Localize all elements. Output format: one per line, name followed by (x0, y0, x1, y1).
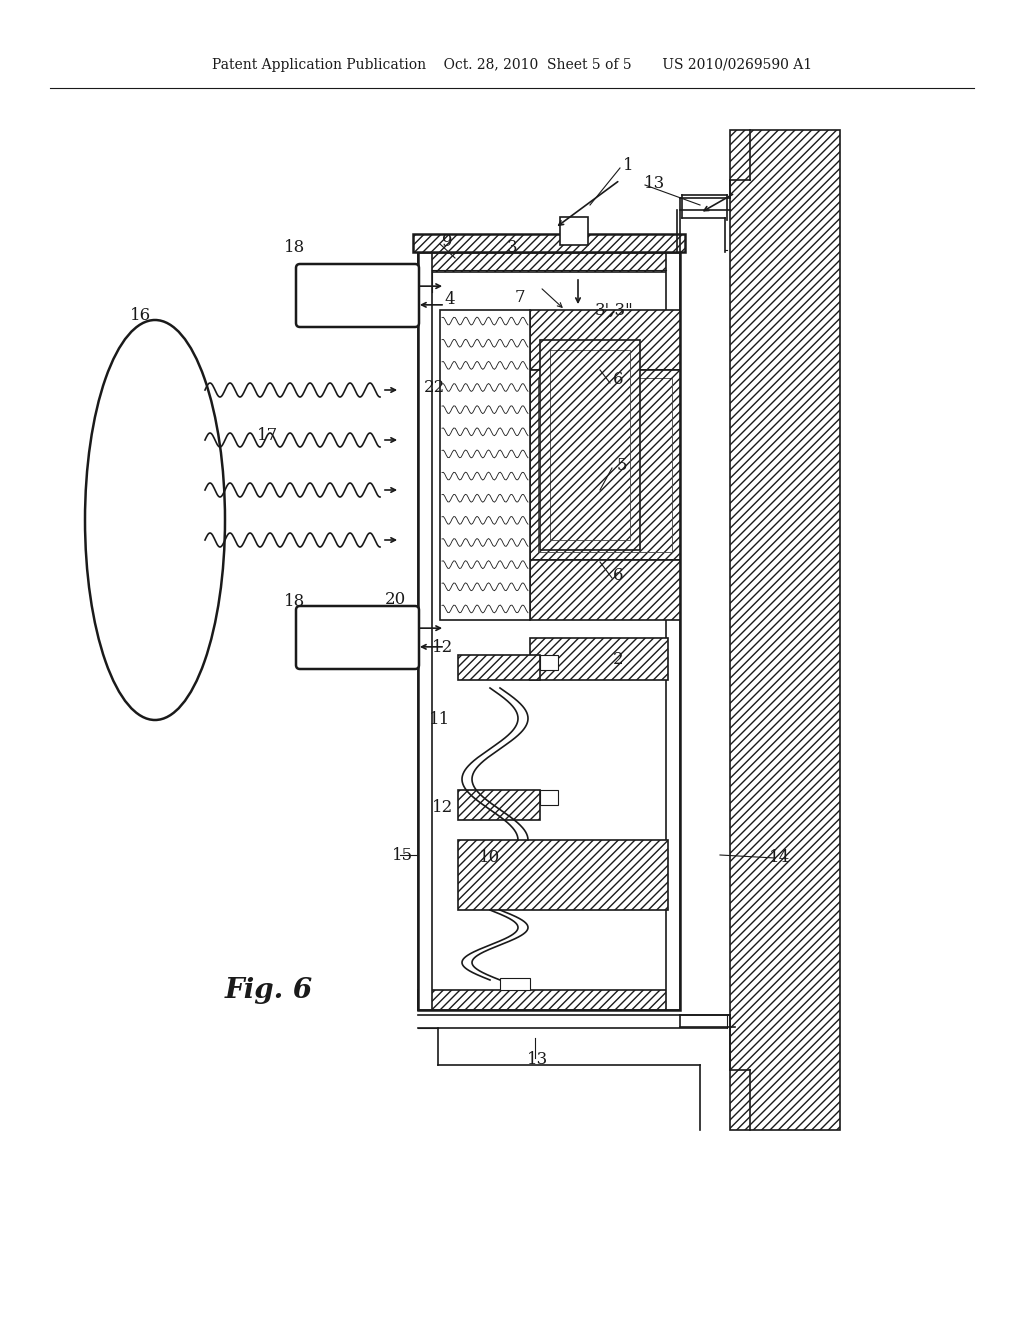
Bar (530, 310, 680, 370)
Bar (458, 655, 540, 680)
Bar (418, 252, 680, 272)
Bar (458, 655, 540, 680)
Text: Patent Application Publication    Oct. 28, 2010  Sheet 5 of 5       US 2010/0269: Patent Application Publication Oct. 28, … (212, 58, 812, 73)
Bar (530, 560, 680, 620)
FancyBboxPatch shape (296, 264, 419, 327)
Bar (458, 789, 540, 820)
Text: 15: 15 (392, 846, 414, 863)
Bar (540, 789, 558, 805)
Text: 3',3": 3',3" (595, 301, 634, 318)
Text: Fig. 6: Fig. 6 (225, 977, 313, 1003)
Bar (530, 638, 668, 680)
Text: 10: 10 (479, 850, 501, 866)
Text: 1: 1 (623, 157, 633, 173)
Text: 12: 12 (432, 800, 454, 817)
Bar (530, 638, 668, 680)
Bar (550, 350, 630, 540)
Ellipse shape (85, 319, 225, 719)
Bar (418, 990, 680, 1010)
Bar (458, 840, 668, 909)
Bar (458, 789, 540, 820)
Text: 18: 18 (285, 239, 305, 256)
Text: 16: 16 (129, 306, 151, 323)
Text: 5: 5 (616, 457, 628, 474)
Bar (540, 655, 558, 671)
Bar (540, 341, 640, 550)
Text: 13: 13 (644, 174, 666, 191)
Text: 9: 9 (441, 234, 453, 251)
FancyBboxPatch shape (296, 606, 419, 669)
Bar (530, 560, 680, 620)
Bar (530, 370, 680, 560)
Bar (413, 234, 685, 252)
Text: 4: 4 (444, 292, 456, 309)
Bar (730, 129, 840, 1130)
Bar (666, 252, 680, 1010)
Text: 18: 18 (285, 594, 305, 610)
Bar (440, 310, 530, 620)
Text: 22: 22 (423, 380, 444, 396)
Bar (458, 840, 668, 909)
Bar (418, 990, 680, 1010)
Bar (540, 341, 640, 550)
Bar (500, 978, 530, 990)
Bar (538, 378, 672, 552)
Bar (730, 129, 840, 1130)
Bar (538, 378, 672, 552)
Text: 12: 12 (432, 639, 454, 656)
Text: 13: 13 (527, 1052, 549, 1068)
Text: 3: 3 (507, 239, 517, 256)
Text: 11: 11 (429, 711, 451, 729)
Text: 20: 20 (384, 591, 406, 609)
Text: 6: 6 (612, 566, 624, 583)
Bar (530, 370, 680, 560)
Text: 17: 17 (257, 426, 279, 444)
Bar (418, 252, 432, 1010)
Text: 14: 14 (769, 850, 791, 866)
Text: 2: 2 (612, 652, 624, 668)
Bar (560, 216, 588, 246)
Bar (413, 234, 685, 252)
Bar (530, 310, 680, 370)
Text: 7: 7 (515, 289, 525, 306)
Bar (418, 252, 680, 1010)
Bar (418, 252, 680, 272)
Text: 6: 6 (612, 371, 624, 388)
Bar (550, 350, 630, 540)
